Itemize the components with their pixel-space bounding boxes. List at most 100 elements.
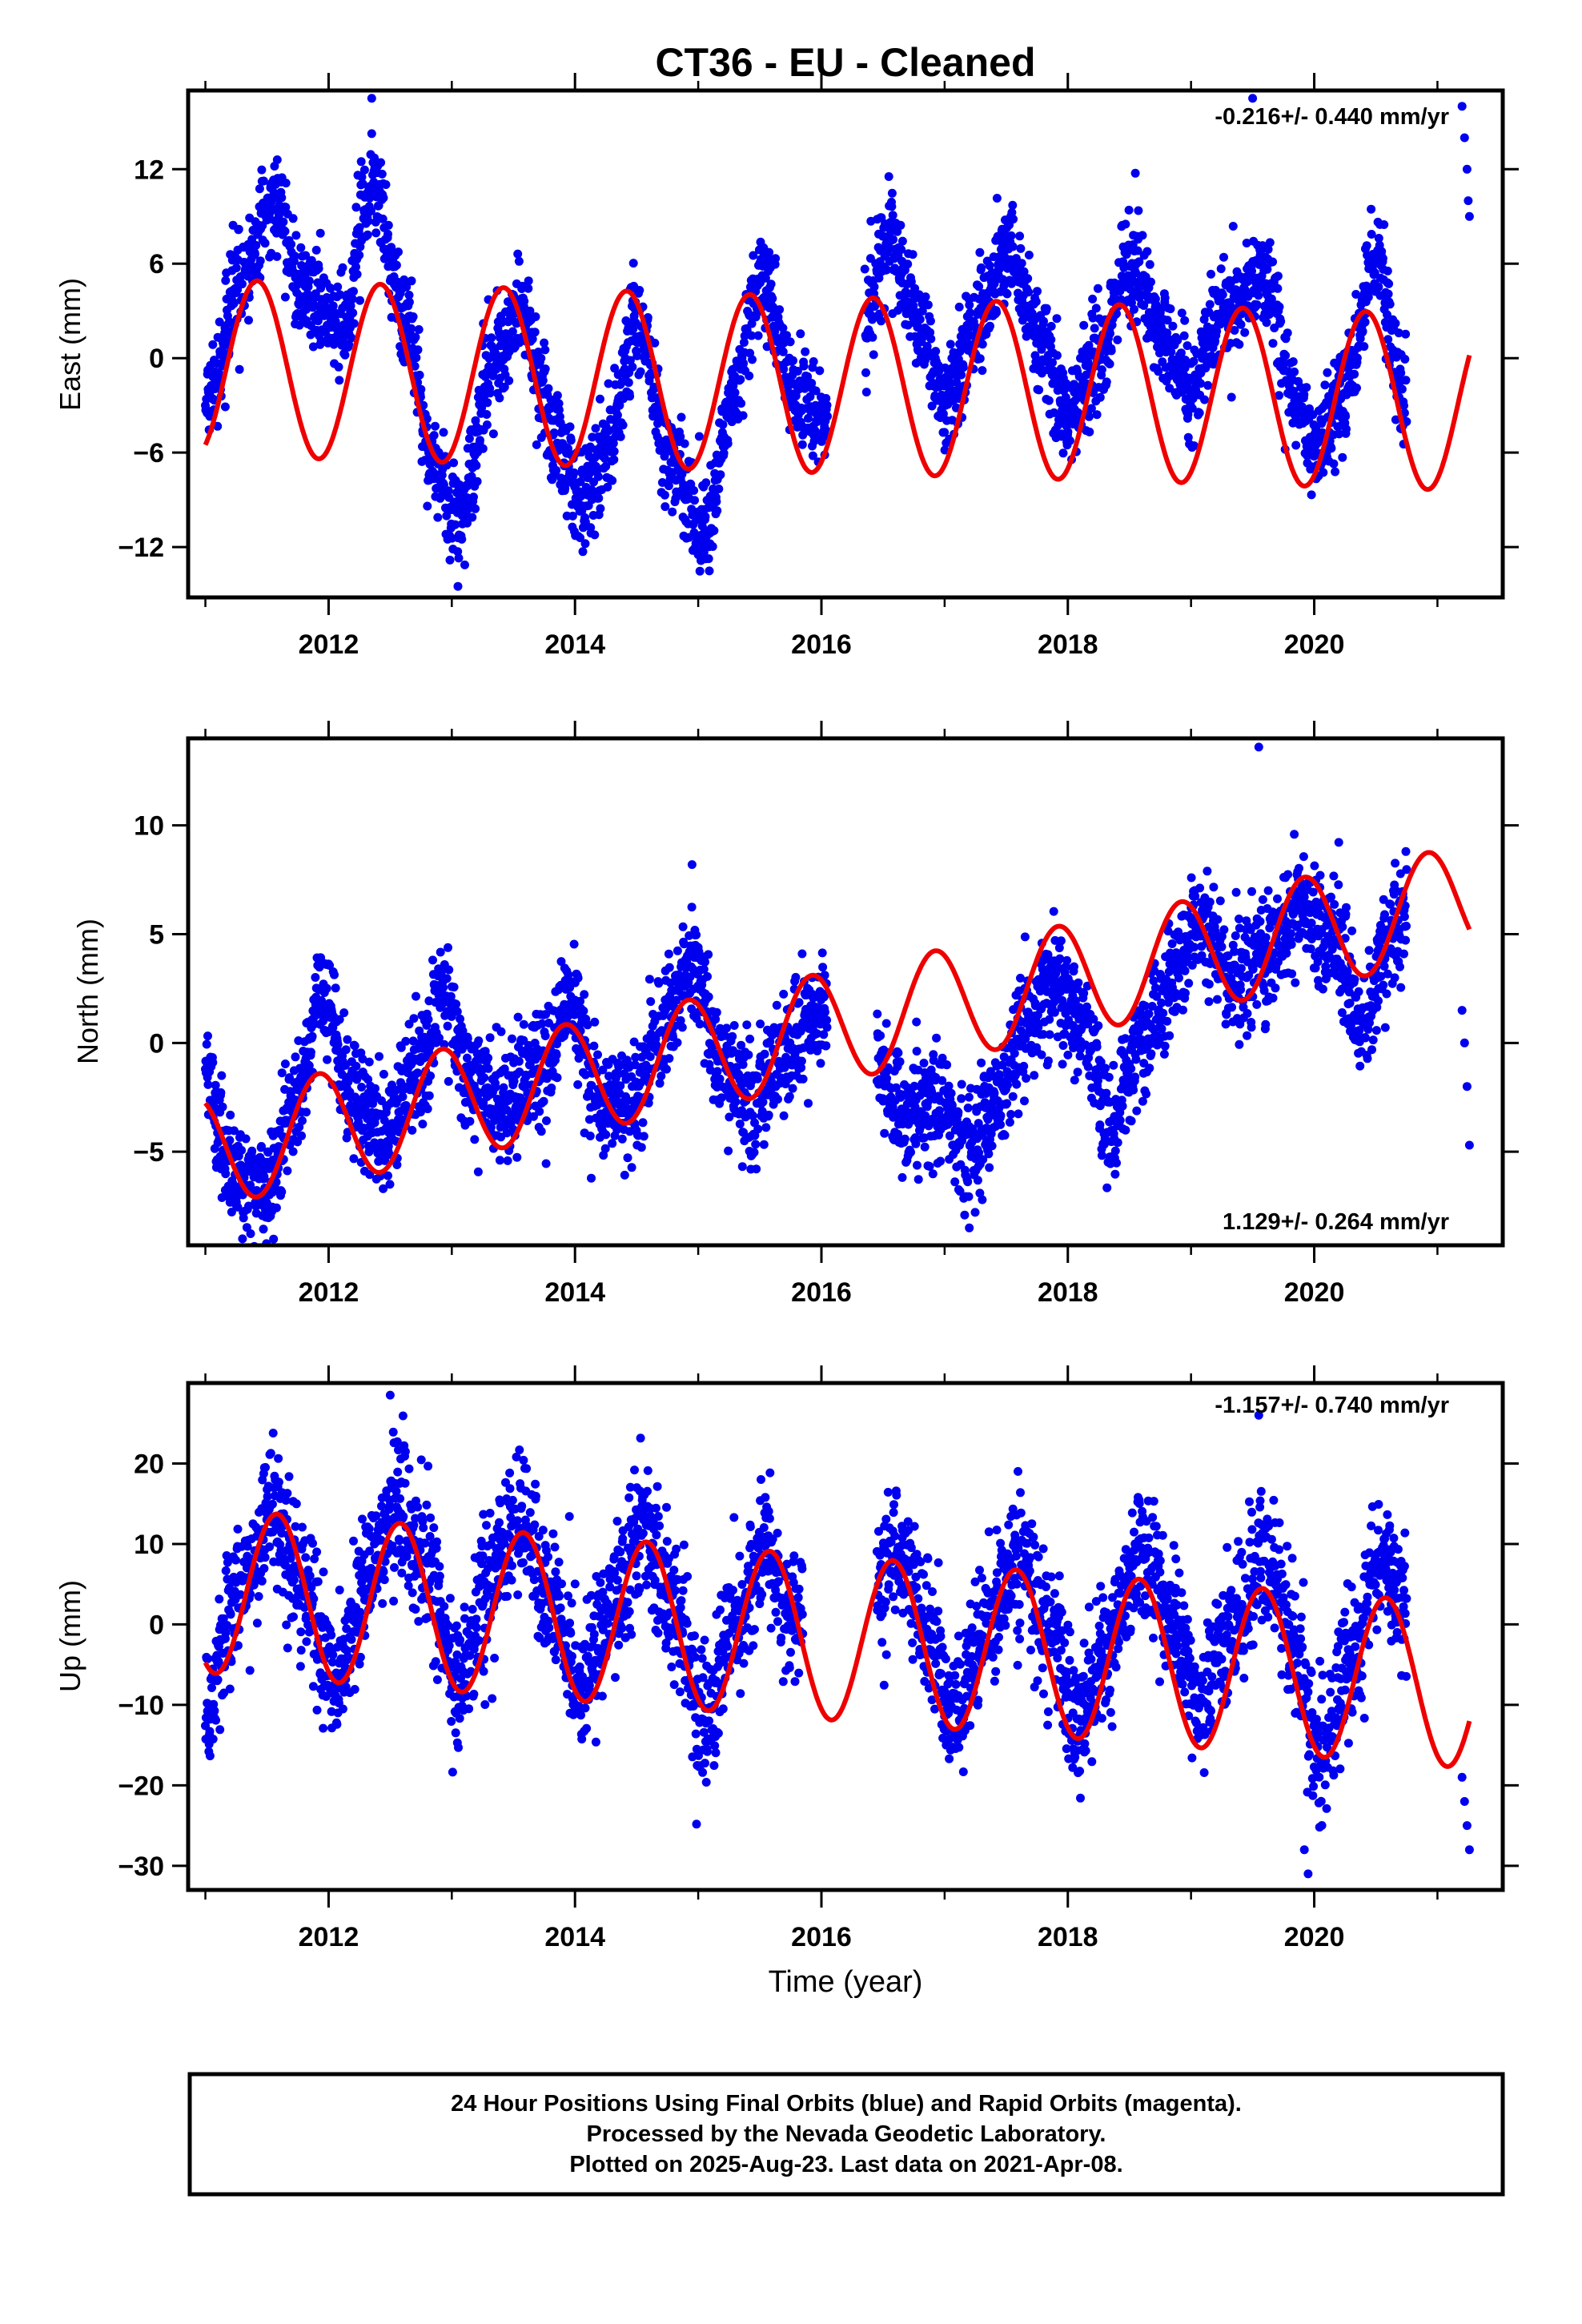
data-point	[335, 290, 345, 300]
data-point	[752, 1164, 761, 1174]
data-point	[1457, 102, 1467, 111]
data-point	[1350, 369, 1359, 379]
data-point	[888, 211, 897, 220]
data-point	[216, 1088, 226, 1097]
y-tick-label: 6	[149, 249, 164, 279]
data-point	[749, 251, 758, 260]
data-point	[1247, 266, 1256, 275]
data-point	[821, 1007, 829, 1017]
data-point	[903, 259, 913, 269]
data-point	[1235, 340, 1244, 349]
data-point	[304, 276, 314, 286]
data-point	[1351, 290, 1361, 299]
data-point	[1203, 380, 1213, 390]
data-point	[650, 338, 660, 348]
data-point	[1385, 300, 1395, 309]
data-point	[860, 264, 869, 274]
data-point	[600, 453, 609, 463]
data-point	[394, 247, 403, 257]
data-point	[775, 305, 785, 315]
data-point	[713, 1067, 722, 1076]
data-point	[323, 1055, 332, 1064]
data-point	[269, 1234, 279, 1244]
data-point	[580, 539, 590, 549]
data-point	[909, 301, 918, 311]
data-point	[314, 263, 323, 273]
data-point	[1008, 200, 1018, 210]
data-point	[1048, 358, 1057, 368]
data-point	[714, 485, 724, 493]
data-point	[355, 251, 364, 260]
data-point	[1106, 329, 1114, 338]
data-point	[735, 1120, 745, 1128]
data-point	[789, 356, 797, 365]
data-point	[889, 235, 898, 244]
data-point	[524, 283, 533, 293]
data-point	[965, 300, 974, 310]
data-point	[1248, 94, 1258, 103]
data-point	[504, 376, 514, 385]
data-point	[779, 1111, 789, 1120]
data-point	[326, 283, 335, 293]
data-point	[469, 493, 478, 502]
data-point	[311, 973, 320, 982]
data-point	[687, 903, 697, 912]
east-rate-label: -0.216+/- 0.440 mm/yr	[1215, 104, 1449, 130]
data-point	[612, 410, 622, 420]
data-point	[1383, 310, 1391, 320]
data-point	[536, 1127, 546, 1136]
data-point	[259, 1172, 269, 1181]
data-point	[277, 1068, 287, 1078]
data-point	[778, 324, 788, 333]
data-point	[470, 1135, 480, 1144]
data-point	[1146, 277, 1155, 287]
data-point	[1342, 424, 1351, 434]
data-point	[655, 1079, 665, 1088]
data-point	[715, 1074, 725, 1084]
data-point	[1299, 390, 1309, 400]
data-point	[591, 424, 600, 433]
data-point	[709, 526, 719, 536]
data-point	[739, 338, 749, 348]
data-point	[601, 1130, 611, 1140]
data-point	[636, 367, 645, 376]
data-point	[424, 1091, 434, 1100]
data-point	[609, 455, 619, 464]
data-point	[1323, 368, 1332, 377]
data-point	[1142, 247, 1152, 256]
data-point	[1079, 320, 1089, 330]
data-point	[287, 239, 296, 249]
data-point	[357, 1083, 367, 1092]
data-point	[241, 1134, 251, 1144]
data-point	[1138, 231, 1147, 240]
data-point	[1042, 304, 1051, 313]
data-point	[449, 458, 459, 468]
data-point	[756, 1019, 765, 1029]
data-point	[668, 507, 677, 517]
data-point	[797, 949, 807, 959]
data-point	[722, 1023, 731, 1033]
data-point	[524, 276, 533, 286]
data-point	[1044, 396, 1054, 405]
data-point	[203, 1080, 213, 1089]
data-point	[1275, 302, 1284, 312]
data-point	[307, 1031, 317, 1041]
data-point	[1139, 301, 1149, 310]
data-point	[528, 334, 537, 344]
data-point	[1200, 395, 1209, 404]
data-point	[423, 501, 432, 511]
data-point	[673, 1038, 682, 1047]
data-point	[355, 296, 364, 305]
data-point	[1009, 215, 1018, 224]
data-point	[552, 465, 561, 475]
data-point	[414, 325, 424, 334]
data-point	[617, 1134, 627, 1144]
data-point	[283, 1166, 292, 1176]
data-point	[975, 247, 985, 257]
data-point	[797, 440, 807, 449]
data-point	[986, 321, 994, 331]
data-point	[554, 399, 564, 408]
data-point	[412, 353, 421, 363]
data-point	[1173, 336, 1182, 345]
